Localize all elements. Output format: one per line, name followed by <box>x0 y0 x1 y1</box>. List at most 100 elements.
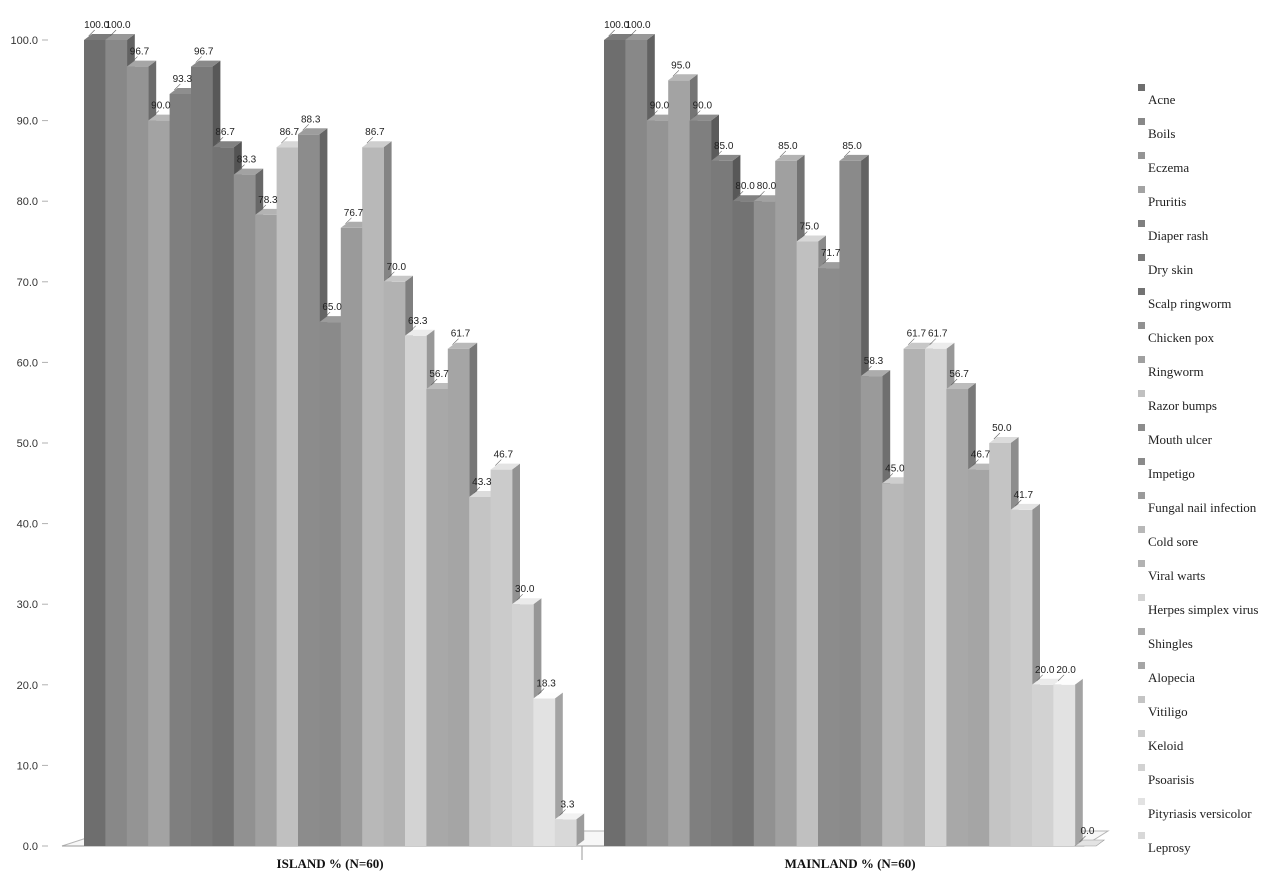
y-tick-label: 30.0 <box>17 599 38 611</box>
bar <box>362 147 384 846</box>
bar-top <box>689 114 719 121</box>
data-label-leader <box>779 150 787 158</box>
data-label: 30.0 <box>515 584 535 595</box>
y-tick-label: 10.0 <box>17 760 38 772</box>
legend-swatch <box>1138 560 1145 567</box>
data-label: 100.0 <box>626 20 651 31</box>
bar <box>169 94 192 846</box>
bar <box>1053 684 1076 846</box>
bar-top <box>533 692 563 699</box>
data-label: 86.7 <box>280 127 300 138</box>
data-label-leader <box>281 136 288 144</box>
data-label: 90.0 <box>650 101 670 112</box>
legend-item-label: Acne <box>1148 92 1176 107</box>
data-label-leader <box>1057 674 1065 682</box>
bar <box>533 698 556 846</box>
bar <box>1032 684 1054 846</box>
y-tick-label: 20.0 <box>17 680 38 692</box>
bar-top <box>903 342 933 349</box>
legend-item-label: Leprosy <box>1148 840 1191 855</box>
data-label: 58.3 <box>864 356 884 367</box>
legend-item-label: Keloid <box>1148 738 1184 753</box>
legend-swatch <box>1138 696 1145 703</box>
data-label: 61.7 <box>451 329 471 340</box>
data-label: 100.0 <box>106 20 131 31</box>
data-label-leader <box>302 124 309 131</box>
data-label: 100.0 <box>84 20 109 31</box>
bar-top <box>1032 678 1062 685</box>
data-label: 46.7 <box>494 450 514 461</box>
bar-top <box>105 34 135 40</box>
data-label-leader <box>1015 499 1022 507</box>
data-label: 83.3 <box>237 155 257 166</box>
bar-top <box>775 154 805 161</box>
bar-top <box>989 437 1019 443</box>
legend-swatch <box>1138 832 1145 839</box>
bar-top <box>625 34 655 40</box>
data-label: 80.0 <box>735 181 755 192</box>
bar-top <box>212 141 242 148</box>
bar <box>233 174 256 847</box>
legend-item-label: Boils <box>1148 126 1175 141</box>
bar-top <box>1010 503 1040 510</box>
bar <box>191 66 213 846</box>
legend-item-label: Dry skin <box>1148 262 1194 277</box>
bar-side <box>1074 678 1083 846</box>
bar <box>512 604 534 846</box>
legend-item-label: Razor bumps <box>1148 398 1217 413</box>
bar <box>775 160 797 846</box>
legend-swatch <box>1138 594 1145 601</box>
legend-item-label: Fungal nail infection <box>1148 500 1257 515</box>
bar-top <box>839 154 869 161</box>
bar <box>255 214 277 847</box>
legend-item-label: Pruritis <box>1148 194 1186 209</box>
legend-swatch <box>1138 662 1145 669</box>
data-label-leader <box>629 29 637 37</box>
data-label-leader <box>972 459 979 466</box>
data-label: 61.7 <box>928 329 948 340</box>
data-label: 45.0 <box>885 463 905 474</box>
bar <box>383 281 406 846</box>
data-label-leader <box>843 150 851 158</box>
data-label: 0.0 <box>1081 826 1095 837</box>
data-label-leader <box>694 110 701 117</box>
data-label: 96.7 <box>130 47 150 58</box>
data-label-leader <box>865 365 872 373</box>
legend-item-label: Vitiligo <box>1148 704 1188 719</box>
legend-item-label: Mouth ulcer <box>1148 432 1213 447</box>
bar <box>882 483 904 846</box>
data-label-leader <box>1079 835 1086 843</box>
data-label-leader <box>822 257 829 265</box>
data-label-leader <box>715 150 722 158</box>
bar-top <box>405 329 435 336</box>
bar-top <box>925 342 955 349</box>
y-tick-label: 50.0 <box>17 438 38 450</box>
legend-item-label: Viral warts <box>1148 568 1205 583</box>
legend-swatch <box>1138 764 1145 771</box>
data-label: 100.0 <box>604 20 629 31</box>
legend-item-label: Cold sore <box>1148 534 1198 549</box>
data-label-leader <box>216 136 224 144</box>
bar <box>668 80 690 847</box>
bar-top <box>298 128 328 135</box>
bar-top <box>191 60 221 67</box>
bar <box>276 147 299 846</box>
legend-swatch <box>1138 492 1145 499</box>
legend-swatch <box>1138 118 1145 125</box>
legend: Acne Boils Eczema Pruritis Diaper rash Dry sk… <box>1138 84 1258 855</box>
data-label-leader <box>366 136 374 144</box>
y-tick-label: 80.0 <box>17 196 38 208</box>
category-label: MAINLAND % (N=60) <box>785 856 916 871</box>
data-label: 56.7 <box>949 369 969 380</box>
bar-side <box>576 813 585 846</box>
data-label: 95.0 <box>671 60 691 71</box>
legend-swatch <box>1138 152 1145 159</box>
data-label-leader <box>559 809 566 816</box>
bar-top <box>1073 839 1106 847</box>
legend-swatch <box>1138 220 1145 227</box>
bar-top <box>796 235 826 242</box>
bar-top <box>84 34 114 40</box>
bar-top <box>383 275 413 282</box>
bar <box>796 241 819 846</box>
